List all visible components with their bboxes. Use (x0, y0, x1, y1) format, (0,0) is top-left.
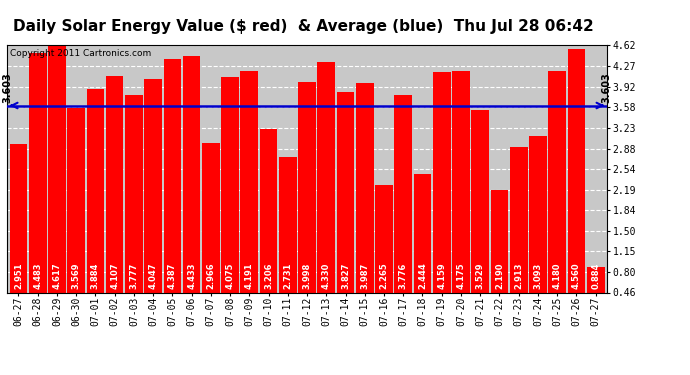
Text: 3.884: 3.884 (91, 262, 100, 289)
Bar (549, 71, 566, 320)
Bar (529, 136, 546, 320)
Bar (202, 143, 219, 320)
Text: 3.603: 3.603 (3, 72, 13, 102)
Text: Daily Solar Energy Value ($ red)  & Average (blue)  Thu Jul 28 06:42: Daily Solar Energy Value ($ red) & Avera… (13, 19, 594, 34)
Text: 2.951: 2.951 (14, 262, 23, 289)
Bar (375, 185, 393, 320)
Bar (221, 77, 239, 320)
Text: 3.776: 3.776 (399, 262, 408, 289)
Text: 4.180: 4.180 (553, 262, 562, 289)
Bar (144, 79, 162, 320)
Bar (510, 147, 528, 320)
Bar (433, 72, 451, 320)
Text: 3.998: 3.998 (302, 262, 312, 289)
Text: 3.569: 3.569 (72, 262, 81, 289)
Bar (586, 267, 604, 320)
Text: 3.093: 3.093 (533, 262, 542, 289)
Bar (183, 56, 201, 320)
Text: 2.731: 2.731 (284, 262, 293, 289)
Bar (568, 49, 585, 320)
Text: 2.966: 2.966 (206, 262, 215, 289)
Text: 2.265: 2.265 (380, 262, 388, 289)
Bar (164, 59, 181, 320)
Bar (10, 144, 28, 320)
Text: 4.617: 4.617 (52, 262, 61, 289)
Bar (395, 95, 412, 320)
Text: 0.884: 0.884 (591, 262, 600, 289)
Text: 4.191: 4.191 (245, 262, 254, 289)
Bar (106, 75, 124, 320)
Bar (48, 45, 66, 320)
Text: Copyright 2011 Cartronics.com: Copyright 2011 Cartronics.com (10, 49, 151, 58)
Text: 4.387: 4.387 (168, 262, 177, 289)
Bar (279, 158, 297, 320)
Bar (413, 174, 431, 320)
Text: 4.560: 4.560 (572, 262, 581, 289)
Text: 4.175: 4.175 (457, 262, 466, 289)
Text: 4.159: 4.159 (437, 262, 446, 289)
Text: 4.107: 4.107 (110, 262, 119, 289)
Bar (68, 108, 85, 320)
Text: 3.206: 3.206 (264, 262, 273, 289)
Bar (241, 70, 258, 320)
Bar (259, 129, 277, 320)
Bar (491, 190, 509, 320)
Text: 2.913: 2.913 (514, 262, 523, 289)
Text: 4.075: 4.075 (226, 262, 235, 289)
Text: 3.827: 3.827 (341, 262, 350, 289)
Bar (125, 95, 143, 320)
Bar (356, 82, 373, 320)
Text: 2.190: 2.190 (495, 262, 504, 289)
Text: 3.529: 3.529 (475, 262, 484, 289)
Bar (452, 72, 470, 320)
Bar (29, 53, 46, 320)
Bar (471, 110, 489, 320)
Bar (298, 82, 316, 320)
Text: 3.987: 3.987 (360, 262, 369, 289)
Text: 2.444: 2.444 (418, 262, 427, 289)
Bar (86, 89, 104, 320)
Text: 3.777: 3.777 (130, 262, 139, 289)
Text: 3.603: 3.603 (601, 72, 611, 102)
Text: 4.047: 4.047 (148, 262, 157, 289)
Text: 4.483: 4.483 (33, 262, 42, 289)
Text: 4.330: 4.330 (322, 262, 331, 289)
Bar (337, 92, 355, 320)
Text: 4.433: 4.433 (187, 262, 196, 289)
Bar (317, 62, 335, 320)
